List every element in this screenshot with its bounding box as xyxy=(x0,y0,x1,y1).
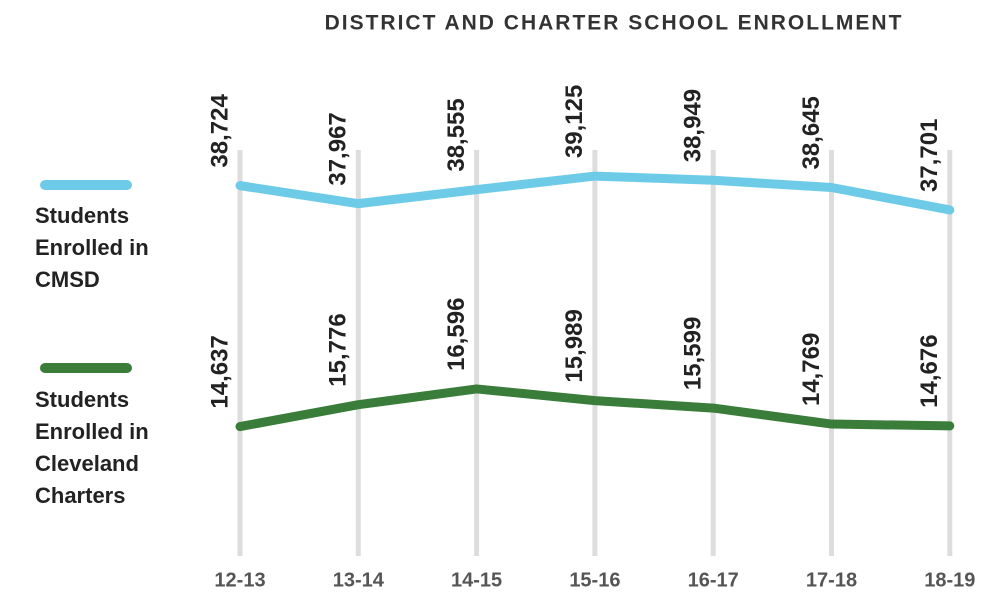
legend-label: Students Enrolled in Cleveland Charters xyxy=(35,387,149,508)
value-label: 15,989 xyxy=(561,309,588,382)
value-label: 37,701 xyxy=(916,119,943,192)
legend-swatch xyxy=(40,180,132,190)
value-label: 39,125 xyxy=(561,85,588,158)
value-label: 38,724 xyxy=(206,94,233,168)
value-label: 38,645 xyxy=(798,96,825,169)
chart-title: DISTRICT AND CHARTER SCHOOL ENROLLMENT xyxy=(325,12,904,35)
value-label: 38,949 xyxy=(680,89,707,162)
x-tick-label: 12-13 xyxy=(214,569,265,591)
value-label: 38,555 xyxy=(443,98,470,171)
x-tick-label: 18-19 xyxy=(924,569,975,591)
x-tick-label: 14-15 xyxy=(451,569,502,591)
value-label: 14,637 xyxy=(206,335,233,408)
x-tick-label: 13-14 xyxy=(333,569,385,591)
value-label: 14,676 xyxy=(916,334,943,407)
series-line xyxy=(235,171,955,215)
x-tick-label: 15-16 xyxy=(569,569,620,591)
x-tick-label: 16-17 xyxy=(688,569,739,591)
value-label: 15,776 xyxy=(325,313,352,386)
x-tick-label: 17-18 xyxy=(806,569,857,591)
value-label: 15,599 xyxy=(680,317,707,390)
series-line xyxy=(235,384,955,432)
value-label: 37,967 xyxy=(325,112,352,185)
value-label: 14,769 xyxy=(798,333,825,406)
legend-swatch xyxy=(40,363,132,373)
value-label: 16,596 xyxy=(443,298,470,371)
legend-label: Students Enrolled in CMSD xyxy=(35,203,149,292)
